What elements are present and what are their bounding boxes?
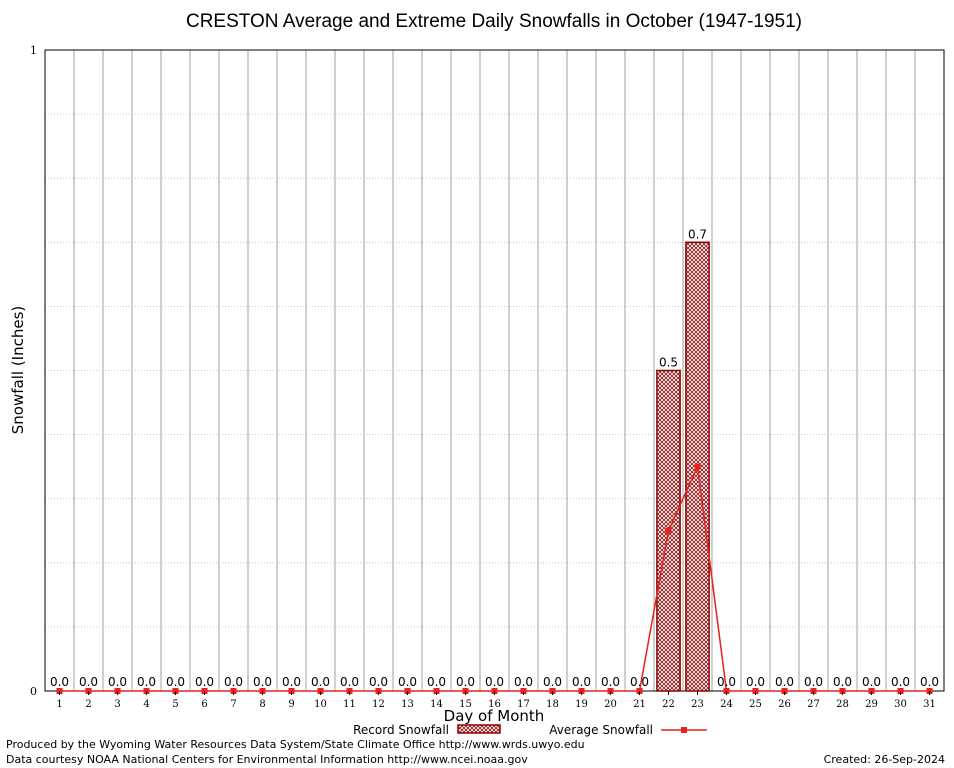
x-tick-label-27: 27	[807, 699, 820, 710]
data-label-day-18: 0.0	[543, 675, 562, 689]
legend-record-swatch	[457, 724, 501, 734]
x-tick-label-15: 15	[459, 699, 472, 710]
x-tick-label-24: 24	[720, 699, 733, 710]
y-axis-label: Snowfall (Inches)	[9, 306, 27, 434]
data-label-day-14: 0.0	[427, 675, 446, 689]
data-labels: 0.0 0.0 0.0 0.0 0.0 0.0 0.0 0.0 0.0 0.0 0.0 0.0 0.0 0…	[50, 227, 939, 689]
legend: Record Snowfall Average Snowfall	[353, 723, 707, 737]
x-tick-label-19: 19	[575, 699, 588, 710]
x-tick-label-18: 18	[546, 699, 559, 710]
average-line	[56, 463, 933, 694]
x-tick-label-23: 23	[691, 699, 704, 710]
x-tick-label-22: 22	[662, 699, 675, 710]
data-label-day-22: 0.5	[659, 356, 678, 370]
legend-average-label: Average Snowfall	[549, 723, 653, 737]
x-tick-label-8: 8	[259, 699, 265, 710]
x-tick-label-30: 30	[894, 699, 907, 710]
data-label-day-1: 0.0	[50, 675, 69, 689]
x-tick-label-4: 4	[143, 699, 149, 710]
x-tick-label-5: 5	[172, 699, 178, 710]
x-tick-label-20: 20	[604, 699, 617, 710]
x-tick-label-13: 13	[401, 699, 414, 710]
data-label-day-25: 0.0	[746, 675, 765, 689]
data-label-day-15: 0.0	[456, 675, 475, 689]
data-label-day-5: 0.0	[166, 675, 185, 689]
data-label-day-10: 0.0	[311, 675, 330, 689]
grid	[45, 50, 944, 691]
x-tick-label-6: 6	[201, 699, 207, 710]
x-tick-label-21: 21	[633, 699, 646, 710]
y-tick-top: 1	[30, 44, 37, 57]
data-label-day-12: 0.0	[369, 675, 388, 689]
average-point-day-23	[694, 463, 701, 470]
data-label-day-27: 0.0	[804, 675, 823, 689]
data-label-day-16: 0.0	[485, 675, 504, 689]
data-label-day-3: 0.0	[108, 675, 127, 689]
data-label-day-4: 0.0	[137, 675, 156, 689]
plot-frame	[44, 49, 945, 692]
data-label-day-31: 0.0	[920, 675, 939, 689]
data-label-day-20: 0.0	[601, 675, 620, 689]
data-label-day-26: 0.0	[775, 675, 794, 689]
data-label-day-17: 0.0	[514, 675, 533, 689]
data-label-day-6: 0.0	[195, 675, 214, 689]
x-tick-label-10: 10	[314, 699, 327, 710]
x-tick-label-28: 28	[836, 699, 849, 710]
data-label-day-8: 0.0	[253, 675, 272, 689]
data-label-day-9: 0.0	[282, 675, 301, 689]
data-label-day-29: 0.0	[862, 675, 881, 689]
data-label-day-13: 0.0	[398, 675, 417, 689]
data-label-day-30: 0.0	[891, 675, 910, 689]
x-tick-label-7: 7	[230, 699, 236, 710]
data-label-day-2: 0.0	[79, 675, 98, 689]
footer-created: Created: 26-Sep-2024	[824, 753, 945, 766]
average-point-day-22	[665, 527, 672, 534]
data-label-day-19: 0.0	[572, 675, 591, 689]
x-tick-label-12: 12	[372, 699, 385, 710]
data-label-day-23: 0.7	[688, 227, 707, 241]
x-tick-label-31: 31	[923, 699, 936, 710]
footer-credit-1: Produced by the Wyoming Water Resources …	[6, 738, 585, 751]
legend-record-label: Record Snowfall	[353, 723, 449, 737]
data-label-day-7: 0.0	[224, 675, 243, 689]
x-tick-label-9: 9	[288, 699, 294, 710]
legend-average-marker	[681, 727, 687, 733]
data-label-day-24: 0.0	[717, 675, 736, 689]
footer-credit-2: Data courtesy NOAA National Centers for …	[6, 753, 528, 766]
x-tick-label-2: 2	[85, 699, 91, 710]
x-tick-label-25: 25	[749, 699, 762, 710]
x-tick-label-14: 14	[430, 699, 443, 710]
chart-title: CRESTON Average and Extreme Daily Snowfa…	[186, 11, 802, 32]
x-tick-label-16: 16	[488, 699, 501, 710]
data-label-day-21: 0.0	[630, 675, 649, 689]
x-tick-label-11: 11	[343, 699, 356, 710]
y-tick-bottom: 0	[30, 685, 37, 698]
x-ticks: 1 2 3 4 5 6 7 8 9 10 11 12 13 14 15 16 17 18 19 20 21 22 23 24 2…	[56, 691, 936, 710]
data-label-day-28: 0.0	[833, 675, 852, 689]
x-tick-label-26: 26	[778, 699, 791, 710]
x-axis-label: Day of Month	[444, 707, 545, 725]
x-tick-label-17: 17	[517, 699, 530, 710]
x-tick-label-3: 3	[114, 699, 120, 710]
data-label-day-11: 0.0	[340, 675, 359, 689]
x-tick-label-1: 1	[56, 699, 62, 710]
x-tick-label-29: 29	[865, 699, 878, 710]
